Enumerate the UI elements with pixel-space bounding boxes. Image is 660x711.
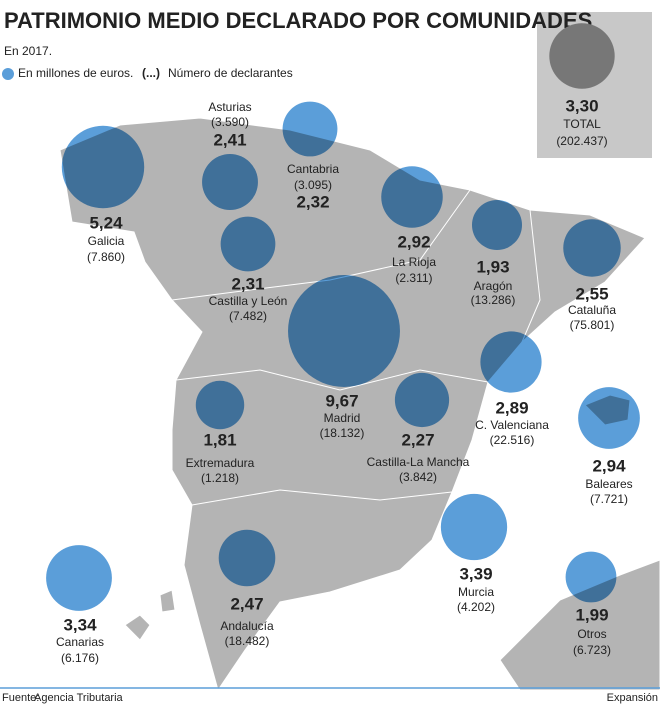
bubble: [480, 331, 542, 393]
region-name: Andalucía: [220, 619, 274, 633]
chart-title: PATRIMONIO MEDIO DECLARADO POR COMUNIDAD…: [4, 8, 592, 33]
region-name: Castilla-La Mancha: [367, 455, 470, 469]
subtitle: En 2017.: [4, 44, 52, 58]
bubble: [288, 275, 400, 387]
bubble: [381, 166, 443, 228]
region-name: Madrid: [324, 411, 361, 425]
legend-label: Número de declarantes: [168, 66, 293, 80]
value-label: 1,99: [575, 605, 608, 624]
value-label: 1,81: [203, 430, 236, 449]
value-label: 2,94: [592, 456, 626, 475]
declarants: (2.311): [395, 271, 432, 285]
bubble: [195, 380, 245, 430]
declarants: (75.801): [570, 318, 615, 332]
declarants: (18.132): [320, 426, 365, 440]
bubble: [563, 219, 621, 277]
bubble: [394, 372, 450, 428]
region-name: Asturias: [208, 100, 251, 114]
source: Agencia Tributaria: [34, 692, 124, 704]
declarants: (13.286): [471, 293, 516, 307]
legend-marker: [2, 68, 14, 80]
declarants: (1.218): [201, 471, 239, 485]
value-label: 9,67: [325, 391, 358, 410]
value-label: 1,93: [476, 257, 509, 276]
value-label: 5,24: [89, 213, 123, 232]
region-name: Cantabria: [287, 162, 339, 176]
bubble: [549, 23, 615, 89]
value-label: 2,47: [230, 594, 263, 613]
bubble: [565, 551, 617, 603]
value-label: 3,30: [565, 96, 598, 115]
region-name: Castilla y León: [209, 294, 288, 308]
bubble: [202, 154, 258, 210]
region-name: Canarias: [56, 635, 104, 649]
declarants: (6.176): [61, 651, 99, 665]
declarants: (7.860): [87, 250, 125, 264]
region-name: Otros: [577, 627, 606, 641]
map-borders: [175, 369, 489, 391]
bubble: [46, 545, 112, 611]
map-canarias: [159, 589, 176, 613]
region-name: Galicia: [88, 234, 125, 248]
legend-symbol: (...): [142, 66, 160, 80]
region-name: Baleares: [585, 477, 632, 491]
map: [59, 117, 660, 692]
region-name: La Rioja: [392, 255, 436, 269]
declarants: (6.723): [573, 643, 611, 657]
declarants: (3.590): [211, 115, 249, 129]
value-label: 3,39: [459, 564, 492, 583]
bubble: [282, 101, 338, 157]
map-africa: [499, 559, 660, 691]
value-label: 2,41: [213, 130, 246, 149]
bubble: [440, 493, 508, 561]
value-label: 2,92: [397, 232, 430, 251]
bubble: [578, 387, 640, 449]
bubble: [61, 125, 145, 209]
value-label: 2,27: [401, 430, 434, 449]
declarants: (7.482): [229, 309, 267, 323]
legend-label: En millones de euros.: [18, 66, 133, 80]
value-label: 2,89: [495, 398, 528, 417]
declarants: (3.095): [294, 178, 332, 192]
bubble: [218, 529, 276, 587]
declarants: (18.482): [225, 634, 270, 648]
map-borders: [521, 209, 541, 343]
credit: Expansión: [607, 692, 658, 704]
map-canarias: [124, 614, 151, 641]
value-label: 2,31: [231, 274, 264, 293]
declarants: (7.721): [590, 492, 628, 506]
declarants: (3.842): [399, 470, 437, 484]
source-label: Fuente:: [2, 692, 39, 704]
region-name: Extremadura: [186, 456, 255, 470]
region-name: TOTAL: [563, 117, 601, 131]
value-label: 2,55: [575, 284, 608, 303]
value-label: 2,32: [296, 192, 329, 211]
region-name: C. Valenciana: [475, 418, 549, 432]
value-label: 3,34: [63, 615, 97, 634]
region-name: Cataluña: [568, 303, 616, 317]
map-borders: [191, 489, 453, 506]
bubble: [220, 216, 276, 272]
declarants: (22.516): [490, 433, 535, 447]
bubble: [471, 199, 523, 251]
region-name: Aragón: [474, 279, 513, 293]
map-peninsula: [59, 117, 646, 692]
region-name: Murcia: [458, 585, 494, 599]
declarants: (4.202): [457, 600, 495, 614]
declarants: (202.437): [556, 134, 607, 148]
